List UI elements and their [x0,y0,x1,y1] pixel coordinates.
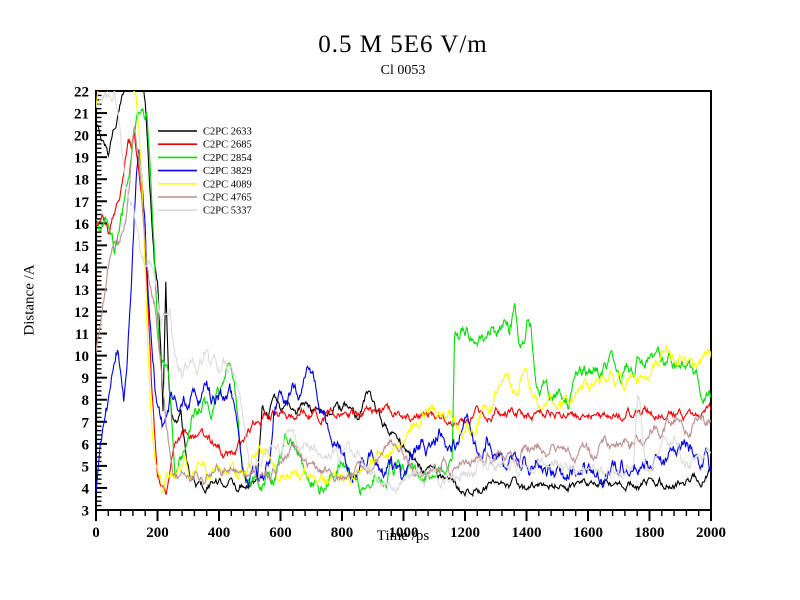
series-line-c2pc-4765 [96,125,711,485]
x-tick-label: 400 [208,525,231,541]
y-tick-label: 4 [82,481,90,497]
y-tick-label: 15 [74,239,89,255]
series-line-c2pc-5337 [96,91,711,495]
x-axis-label: Time /ps [376,528,430,544]
y-tick-label: 18 [74,173,89,189]
y-tick-label: 10 [74,349,89,365]
y-tick-label: 11 [75,327,89,343]
x-tick-label: 200 [146,525,169,541]
y-tick-label: 19 [74,151,89,167]
plot-frame [95,90,712,511]
y-tick-label: 22 [74,85,89,101]
series-line-c2pc-4089 [96,91,711,495]
legend-label: C2PC 4765 [203,193,252,204]
x-tick-label: 800 [331,525,354,541]
chart-title: 0.5 M 5E6 V/m [318,31,488,58]
legend-label: C2PC 5337 [203,206,252,217]
y-tick-label: 14 [74,261,90,277]
legend-label: C2PC 3829 [203,166,252,177]
x-tick-label: 1400 [512,525,542,541]
y-tick-label: 12 [74,305,89,321]
y-tick-label: 7 [82,415,90,431]
y-tick-label: 21 [74,107,89,123]
series-line-c2pc-3829 [96,149,711,492]
legend-label: C2PC 2633 [203,127,252,138]
x-tick-label: 1200 [450,525,480,541]
y-tick-label: 5 [82,459,90,475]
x-tick-label: 2000 [696,525,726,541]
y-tick-label: 13 [74,283,89,299]
y-tick-label: 3 [82,504,90,520]
legend-label: C2PC 2685 [203,140,252,151]
legend-label: C2PC 2854 [203,153,252,164]
x-tick-label: 1800 [635,525,665,541]
series-line-c2pc-2633 [96,91,711,498]
y-tick-label: 6 [82,437,90,453]
y-tick-label: 9 [82,371,90,387]
series-line-c2pc-2685 [96,132,711,495]
y-tick-label: 17 [74,195,90,211]
x-tick-label: 1000 [389,525,419,541]
y-tick-label: 8 [82,393,90,409]
series-group [96,91,711,498]
x-tick-label: 600 [269,525,292,541]
series-line-c2pc-2854 [96,107,711,497]
chart-subtitle: Cl 0053 [380,63,426,78]
y-tick-label: 20 [74,129,89,145]
x-tick-label: 1600 [573,525,603,541]
legend-label: C2PC 4089 [203,179,252,190]
x-tick-label: 0 [92,525,100,541]
y-tick-label: 16 [74,217,90,233]
